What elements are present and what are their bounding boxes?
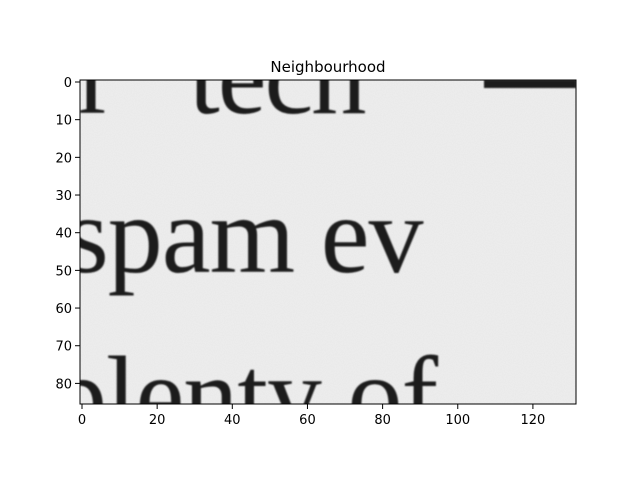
y-axis: 0 10 20 30 40 50 60 70 80: [55, 76, 80, 392]
x-tick-label: 60: [299, 413, 316, 428]
x-tick-label: 100: [445, 413, 470, 428]
y-tick-label: 50: [55, 264, 72, 279]
plot-title: Neighbourhood: [270, 58, 385, 76]
y-tick-label: 70: [55, 340, 72, 355]
y-tick-label: 30: [55, 189, 72, 204]
x-tick-label: 0: [78, 413, 86, 428]
y-tick-label: 60: [55, 302, 72, 317]
x-tick-label: 40: [224, 413, 241, 428]
y-tick-label: 80: [55, 377, 72, 392]
text-line-1: r tech: [78, 15, 365, 137]
x-axis: 0 20 40 60 80 100 120: [78, 404, 545, 428]
y-tick-label: 20: [55, 151, 72, 166]
image-panel: r tech spam ev plenty of: [52, 15, 576, 456]
paper-grain: [80, 80, 576, 404]
y-tick-label: 0: [64, 76, 72, 91]
y-tick-label: 10: [55, 114, 72, 129]
x-tick-label: 80: [374, 413, 391, 428]
y-tick-label: 40: [55, 227, 72, 242]
text-line-3: plenty of: [52, 334, 438, 456]
underline-bar: [484, 80, 576, 88]
axes-frame: [79, 79, 577, 405]
text-line-2: spam ev: [66, 174, 424, 296]
x-tick-label: 120: [520, 413, 545, 428]
x-tick-label: 20: [149, 413, 166, 428]
